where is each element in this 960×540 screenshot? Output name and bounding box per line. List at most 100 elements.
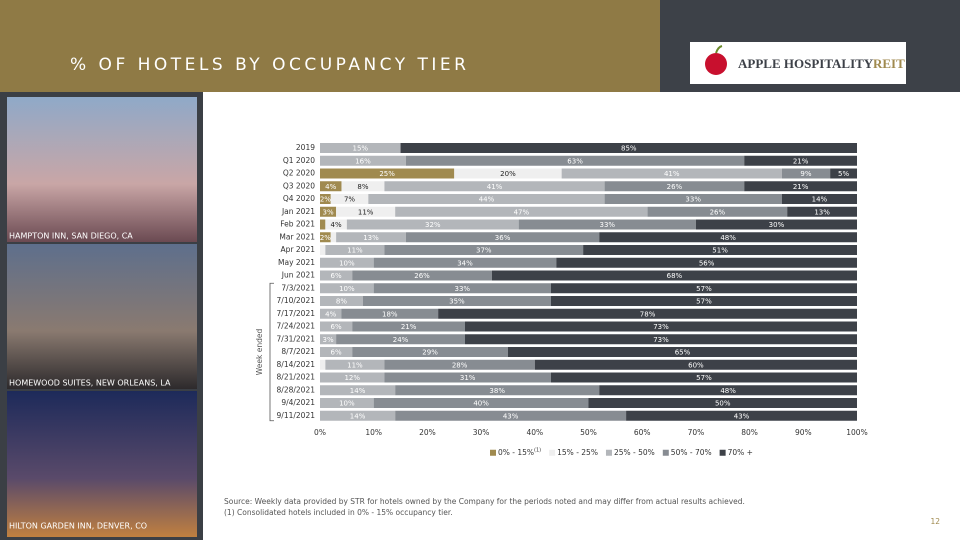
slide-title: % OF HOTELS BY OCCUPANCY TIER xyxy=(70,55,469,75)
bar-segment xyxy=(556,257,857,268)
bar-segment xyxy=(320,308,342,319)
legend-swatch xyxy=(549,449,556,456)
bar-segment xyxy=(550,372,857,383)
y-tick-label: 2019 xyxy=(296,143,315,152)
bar-segment xyxy=(320,283,374,294)
bar-segment xyxy=(781,168,831,179)
bar-segment xyxy=(320,398,374,408)
y-tick-label: Feb 2021 xyxy=(280,220,315,229)
bar-segment xyxy=(454,168,562,179)
value-label: 14% xyxy=(350,387,366,395)
value-label: 25% xyxy=(379,170,395,178)
value-label: 3% xyxy=(323,208,334,216)
photo-caption: HOMEWOOD SUITES, NEW ORLEANS, LA xyxy=(9,379,171,388)
y-tick-label: 9/4/2021 xyxy=(281,398,315,407)
x-tick-label: 80% xyxy=(741,428,758,437)
value-label: 6% xyxy=(331,323,342,331)
bar-segment xyxy=(320,181,342,192)
value-label: 6% xyxy=(331,272,342,280)
value-label: 21% xyxy=(401,323,417,331)
value-label: 7% xyxy=(344,196,355,204)
value-label: 29% xyxy=(422,349,438,357)
value-label: 13% xyxy=(363,234,379,242)
bar-segment xyxy=(336,206,396,217)
value-label: 21% xyxy=(793,157,809,165)
bar-segment xyxy=(320,219,326,230)
photo-caption: HAMPTON INN, SAN DIEGO, CA xyxy=(9,232,133,241)
x-tick-label: 90% xyxy=(795,428,812,437)
value-label: 50% xyxy=(715,400,731,408)
bar-segment xyxy=(518,219,696,230)
value-label: 2% xyxy=(320,234,331,242)
bar-segment xyxy=(320,245,326,255)
value-label: 48% xyxy=(720,234,736,242)
photo xyxy=(7,97,197,242)
value-label: 24% xyxy=(393,336,409,344)
value-label: 41% xyxy=(664,170,680,178)
value-label: 10% xyxy=(339,259,355,267)
value-label: 18% xyxy=(382,310,398,318)
bar-segment xyxy=(320,206,337,217)
value-label: 3% xyxy=(323,336,334,344)
bar-segment xyxy=(405,232,600,243)
value-label: 47% xyxy=(514,208,530,216)
x-tick-label: 0% xyxy=(314,428,326,437)
value-label: 33% xyxy=(455,285,471,293)
value-label: 43% xyxy=(734,412,750,420)
y-tick-label: 9/11/2021 xyxy=(277,411,316,420)
value-label: 6% xyxy=(331,349,342,357)
value-label: 2% xyxy=(320,196,331,204)
bar-segment xyxy=(599,385,857,396)
bar-segment xyxy=(352,347,508,357)
value-label: 73% xyxy=(653,336,669,344)
bar-segment xyxy=(400,143,857,153)
bar-segment xyxy=(320,143,401,153)
bar-segment xyxy=(395,410,627,421)
bar-segment xyxy=(325,219,347,230)
value-label: 38% xyxy=(489,387,505,395)
value-label: 68% xyxy=(667,272,683,280)
photo-caption: HILTON GARDEN INN, DENVER, CO xyxy=(9,522,147,531)
value-label: 5% xyxy=(838,170,849,178)
value-label: 73% xyxy=(653,323,669,331)
bar-segment xyxy=(320,372,385,383)
x-tick-label: 20% xyxy=(419,428,436,437)
bar-segment xyxy=(395,206,648,217)
value-label: 16% xyxy=(355,157,371,165)
value-label: 4% xyxy=(325,183,336,191)
bar-segment xyxy=(830,168,857,179)
y-tick-label: 7/3/2021 xyxy=(281,283,315,292)
bar-segment xyxy=(320,257,374,268)
bracket xyxy=(269,282,274,422)
logo-apple xyxy=(705,53,727,75)
value-label: 30% xyxy=(769,221,785,229)
x-tick-label: 60% xyxy=(634,428,651,437)
value-label: 21% xyxy=(793,183,809,191)
value-label: 14% xyxy=(350,412,366,420)
value-label: 57% xyxy=(696,285,712,293)
bar-segment xyxy=(320,385,396,396)
bar-segment xyxy=(647,206,788,217)
y-tick-label: 8/14/2021 xyxy=(277,360,316,369)
legend-label: 25% - 50% xyxy=(614,448,655,457)
y-tick-label: Apr 2021 xyxy=(281,245,316,254)
x-tick-label: 30% xyxy=(473,428,490,437)
legend-label: 15% - 25% xyxy=(557,448,598,457)
bar-segment xyxy=(320,359,326,370)
y-tick-label: Q1 2020 xyxy=(283,156,315,165)
bar-segment xyxy=(781,194,857,204)
value-label: 33% xyxy=(600,221,616,229)
y-tick-label: 7/24/2021 xyxy=(277,322,316,331)
bar-segment xyxy=(352,321,465,332)
value-label: 11% xyxy=(347,247,363,255)
bar-segment xyxy=(744,155,857,166)
bar-segment xyxy=(373,257,557,268)
value-label: 11% xyxy=(347,361,363,369)
bar-segment xyxy=(320,168,455,179)
value-label: 33% xyxy=(685,196,701,204)
value-label: 57% xyxy=(696,374,712,382)
bar-segment xyxy=(626,410,857,421)
y-tick-label: May 2021 xyxy=(278,258,315,267)
